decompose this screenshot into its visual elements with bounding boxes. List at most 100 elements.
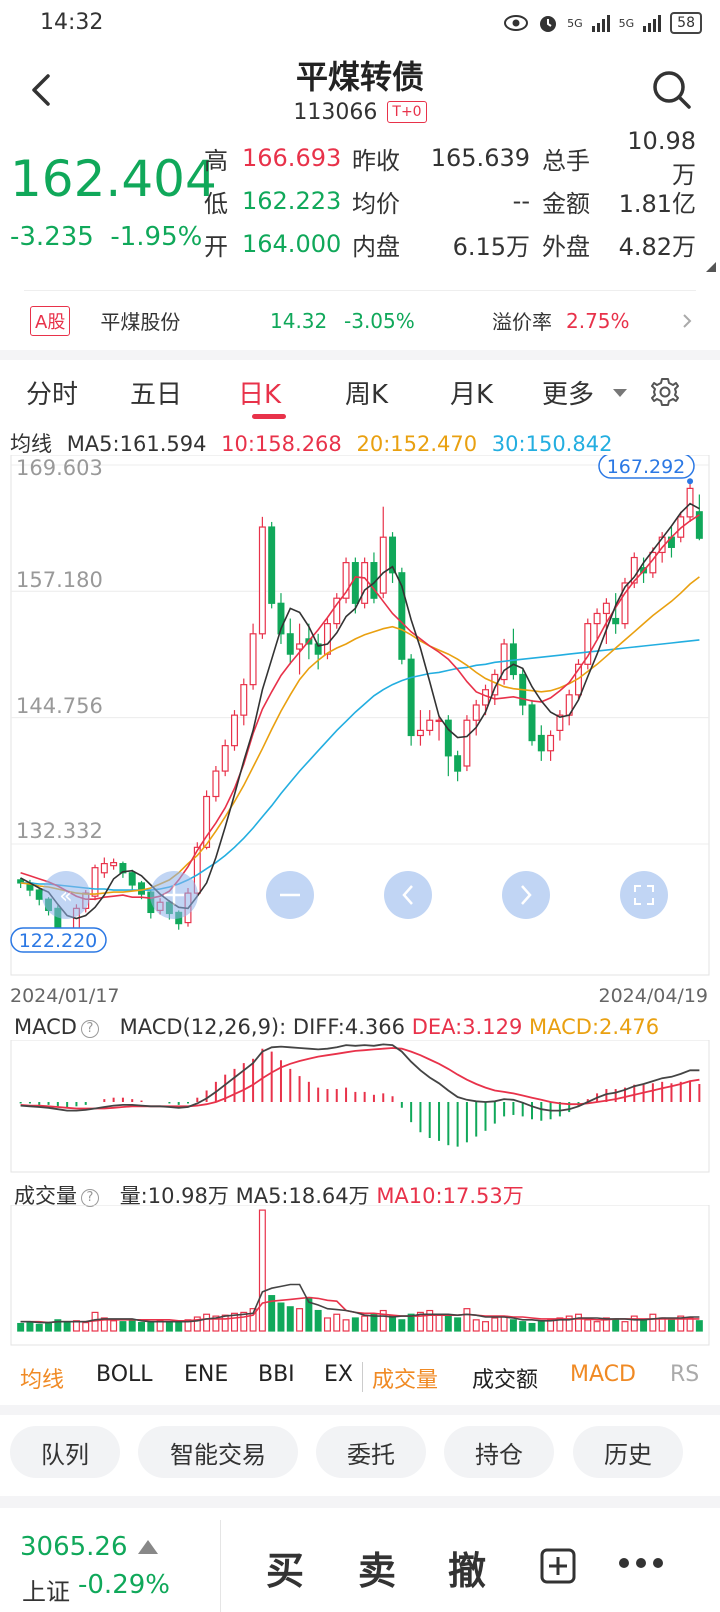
caret-down-icon[interactable] [612, 388, 628, 398]
volume-bar [379, 1309, 387, 1332]
last-price: 162.404 [10, 150, 217, 208]
candle-body [584, 623, 592, 665]
quote-value: 10.98万 [627, 126, 696, 189]
y-tick-label: 144.756 [16, 694, 103, 718]
alarm-icon [540, 16, 557, 32]
indicator-tab-volume[interactable]: 成交量 [372, 1368, 439, 1393]
candle-body [231, 714, 238, 747]
ma10-line [20, 514, 700, 901]
divider [362, 1362, 363, 1392]
volume-bar [54, 1319, 62, 1332]
scroll-left-button[interactable] [384, 871, 432, 919]
volume-bar [593, 1321, 601, 1332]
volume-bar [240, 1311, 248, 1332]
indicator-tab-bbi[interactable]: BBI [258, 1362, 295, 1387]
back-arrow-icon[interactable] [22, 70, 62, 110]
fullscreen-button[interactable] [620, 871, 668, 919]
candle-body [407, 658, 415, 737]
tab-intraday[interactable]: 分时 [26, 380, 79, 410]
tab-five-day[interactable]: 五日 [130, 380, 183, 410]
volume-bar [565, 1315, 573, 1332]
volume-chart[interactable] [0, 1205, 720, 1355]
volume-bar [45, 1322, 53, 1332]
candle-body [630, 556, 638, 584]
indicator-tab-turnover[interactable]: 成交额 [472, 1368, 539, 1393]
signal-icon-2 [643, 15, 662, 32]
candle-body [277, 602, 285, 635]
candle-body [333, 597, 341, 625]
index-name[interactable]: 上证 [22, 1578, 70, 1606]
macd-value: MACD:2.476 [529, 1015, 660, 1039]
price-change: -3.235 -1.95% [10, 222, 202, 252]
candle-body [426, 719, 434, 732]
candle-body [389, 536, 397, 574]
indicator-tab-ex[interactable]: EX [324, 1362, 353, 1387]
change-pct: -1.95% [110, 222, 203, 252]
kline-chart[interactable]: 169.603 157.180 144.756 132.332 167.292 … [0, 455, 720, 980]
volume-value: 量:10.98万 [119, 1184, 229, 1208]
candle-body [463, 719, 471, 767]
min-price-label: 122.220 [19, 930, 98, 952]
volume-bar [649, 1313, 657, 1332]
candle-body [528, 704, 536, 742]
scroll-right-button[interactable] [502, 871, 550, 919]
tab-more[interactable]: 更多 [542, 380, 595, 410]
quote-value: 1.81亿 [618, 189, 696, 218]
tab-monthly-k[interactable]: 月K [450, 380, 494, 410]
ma30-value: 30:150.842 [491, 432, 613, 456]
index-value[interactable]: 3065.26 [20, 1532, 128, 1562]
positions-button[interactable]: 持仓 [444, 1426, 554, 1478]
queue-button[interactable]: 队列 [10, 1426, 120, 1478]
indicator-tab-ene[interactable]: ENE [184, 1362, 229, 1387]
candle-body [621, 582, 629, 625]
orders-button[interactable]: 委托 [316, 1426, 426, 1478]
premium-label: 溢价率 [492, 310, 552, 334]
tab-daily-k[interactable]: 日K [238, 380, 282, 410]
volume-bar [370, 1313, 378, 1332]
indicator-tab-macd[interactable]: MACD [570, 1362, 636, 1387]
search-icon[interactable] [650, 68, 694, 112]
volume-bar [231, 1312, 238, 1332]
ma20-line [20, 576, 700, 895]
volume-bar [416, 1311, 424, 1332]
candle-body [314, 643, 322, 655]
candle-body [556, 714, 564, 732]
candle-body [286, 633, 294, 655]
volume-bar [491, 1317, 499, 1332]
indicator-tab-ma[interactable]: 均线 [20, 1368, 65, 1393]
expand-corner-icon[interactable] [706, 262, 716, 272]
help-icon[interactable]: ? [80, 1020, 99, 1038]
quote-value: -- [512, 187, 530, 215]
candle-body [547, 734, 555, 752]
volume-label[interactable]: 成交量 [14, 1184, 77, 1208]
a-share-row[interactable]: A股 平煤股份 14.32 -3.05% 溢价率 2.75% [24, 290, 696, 350]
up-triangle-icon [138, 1540, 158, 1554]
indicator-tab-boll[interactable]: BOLL [96, 1362, 153, 1387]
quote-value: 4.82万 [618, 232, 696, 261]
ma5-line [20, 502, 700, 920]
volume-bar [17, 1322, 25, 1332]
quote-label: 昨收 [352, 146, 400, 175]
first-page-button[interactable] [42, 871, 90, 919]
macd-label[interactable]: MACD [14, 1015, 77, 1039]
candle-body [444, 719, 452, 757]
gear-icon[interactable] [649, 376, 681, 408]
cancel-order-button[interactable]: 撤 [448, 1549, 487, 1593]
index-pct[interactable]: -0.29% [78, 1570, 170, 1600]
tab-weekly-k[interactable]: 周K [345, 380, 389, 410]
y-tick-label: 157.180 [16, 568, 103, 592]
add-icon[interactable] [540, 1548, 576, 1584]
volume-bar [100, 1317, 108, 1332]
smart-trade-button[interactable]: 智能交易 [138, 1426, 298, 1478]
date-end: 2024/04/19 [598, 985, 708, 1007]
quote-label: 内盘 [352, 232, 400, 261]
history-button[interactable]: 历史 [573, 1426, 683, 1478]
indicator-tab-rsi[interactable]: RS [670, 1362, 700, 1387]
macd-chart[interactable] [0, 1040, 720, 1175]
buy-button[interactable]: 买 [266, 1549, 305, 1593]
volume-bar [547, 1319, 555, 1332]
candle-body [686, 487, 694, 518]
y-tick-label: 169.603 [16, 456, 103, 480]
more-icon[interactable] [618, 1556, 664, 1570]
sell-button[interactable]: 卖 [358, 1549, 397, 1593]
